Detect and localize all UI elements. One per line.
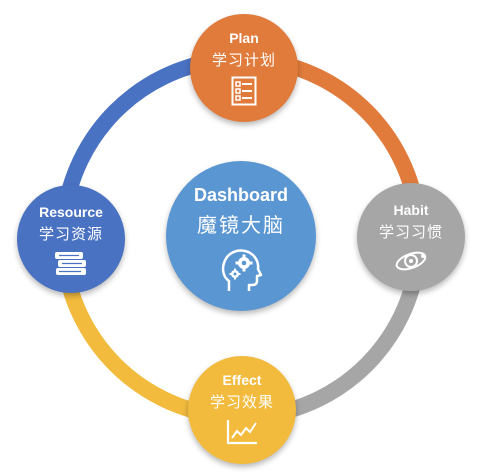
- effect-title: Effect: [222, 372, 262, 388]
- books-icon: [55, 252, 86, 275]
- effect-node: Effect 学习效果: [188, 356, 296, 464]
- head-gears-icon: [221, 249, 263, 291]
- plan-title: Plan: [229, 30, 259, 46]
- plan-node: Plan 学习计划: [190, 14, 298, 122]
- dashboard-title: Dashboard: [193, 185, 289, 205]
- resource-subtitle: 学习资源: [38, 225, 103, 243]
- ring-arc-resource-plan: [56, 52, 219, 216]
- dashboard-hub: Dashboard 魔镜大脑: [166, 161, 316, 311]
- resource-node: Resource 学习资源: [17, 185, 125, 293]
- line-chart-icon: [226, 420, 257, 445]
- orbit-icon: [395, 251, 427, 271]
- dashboard-subtitle: 魔镜大脑: [197, 213, 285, 237]
- habit-title: Habit: [393, 202, 429, 218]
- checklist-icon: [231, 76, 257, 106]
- habit-node: Habit 学习习惯: [357, 183, 465, 291]
- resource-title: Resource: [39, 204, 103, 220]
- habit-subtitle: 学习习惯: [378, 223, 443, 241]
- effect-subtitle: 学习效果: [209, 393, 274, 411]
- plan-subtitle: 学习计划: [211, 51, 276, 69]
